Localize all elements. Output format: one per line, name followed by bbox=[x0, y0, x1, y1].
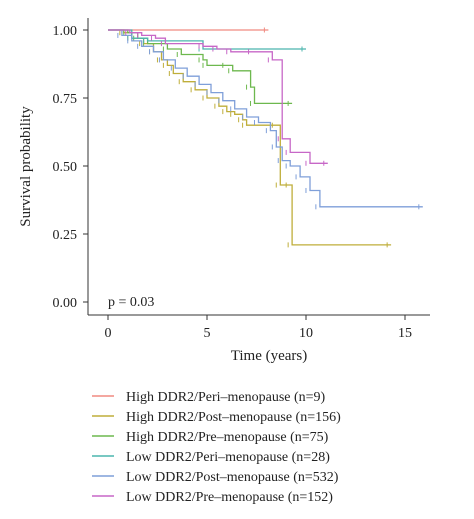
x-tick-label: 5 bbox=[204, 326, 211, 341]
y-tick-label: 0.50 bbox=[53, 160, 78, 175]
survival-curves bbox=[108, 27, 423, 248]
x-axis-title: Time (years) bbox=[231, 348, 308, 364]
survival-curve-5 bbox=[108, 29, 423, 208]
y-tick-label: 0.75 bbox=[53, 92, 78, 107]
x-tick-label: 15 bbox=[398, 326, 412, 341]
y-tick-label: 0.25 bbox=[53, 228, 78, 243]
legend-label: High DDR2/Pre–menopause (n=75) bbox=[126, 430, 329, 445]
x-tick-label: 0 bbox=[105, 326, 112, 341]
survival-curve-4 bbox=[108, 29, 306, 50]
survival-curve-6 bbox=[108, 29, 328, 164]
legend-label: Low DDR2/Pre–menopause (n=152) bbox=[126, 490, 333, 505]
x-tick-label: 10 bbox=[299, 326, 313, 341]
legend: High DDR2/Peri–menopause (n=9) High DDR2/… bbox=[92, 390, 341, 505]
y-axis-title: Survival probability bbox=[18, 106, 34, 227]
legend-label: Low DDR2/Post–menopause (n=532) bbox=[126, 470, 339, 485]
survival-curve-2 bbox=[108, 29, 392, 246]
legend-label: High DDR2/Peri–menopause (n=9) bbox=[126, 390, 326, 405]
y-tick-label: 1.00 bbox=[53, 24, 78, 39]
chart-axes: 0.00 0.25 0.50 0.75 1.00 0 5 10 15 bbox=[53, 18, 430, 341]
legend-label: Low DDR2/Peri–menopause (n=28) bbox=[126, 450, 330, 465]
p-value-annotation: p = 0.03 bbox=[108, 295, 154, 310]
legend-label: High DDR2/Post–menopause (n=156) bbox=[126, 410, 341, 425]
y-tick-label: 0.00 bbox=[53, 296, 78, 311]
